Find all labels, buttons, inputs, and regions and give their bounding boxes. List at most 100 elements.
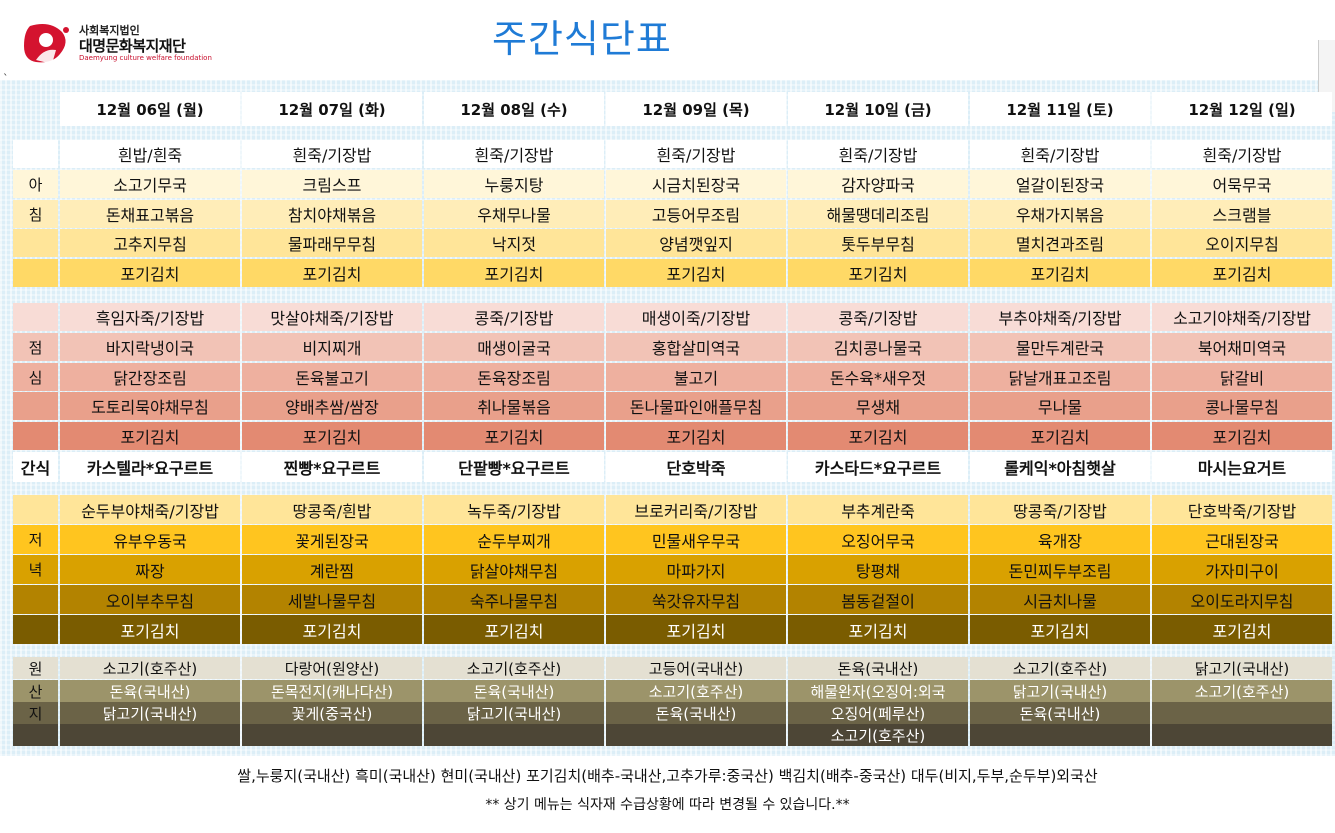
dinner-label: 녁 bbox=[13, 555, 58, 584]
dinner-menu-item: 브로커리죽/기장밥 bbox=[606, 495, 786, 524]
dinner-menu-item: 포기김치 bbox=[788, 615, 968, 644]
dinner-label bbox=[13, 585, 58, 614]
lunch-menu-item: 포기김치 bbox=[60, 422, 240, 450]
breakfast-menu-item: 낙지젓 bbox=[424, 229, 604, 257]
org-english-name: Daemyung culture welfare foundation bbox=[79, 54, 212, 62]
day-header: 12월 09일 (목) bbox=[606, 92, 786, 126]
lunch-label bbox=[13, 422, 58, 450]
dinner-menu-item: 땅콩죽/기장밥 bbox=[970, 495, 1150, 524]
origin-menu-item bbox=[970, 724, 1150, 746]
snack-menu-item: 찐빵*요구르트 bbox=[242, 452, 422, 482]
breakfast-menu-item: 소고기무국 bbox=[60, 170, 240, 198]
day-header: 12월 08일 (수) bbox=[424, 92, 604, 126]
breakfast-menu-item: 고추지무침 bbox=[60, 229, 240, 257]
lunch-menu-item: 북어채미역국 bbox=[1152, 333, 1332, 361]
breakfast-menu-item: 감자양파국 bbox=[788, 170, 968, 198]
dinner-menu-item: 포기김치 bbox=[970, 615, 1150, 644]
dinner-menu-item: 오이도라지무침 bbox=[1152, 585, 1332, 614]
dinner-menu-item: 순두부야채죽/기장밥 bbox=[60, 495, 240, 524]
dinner-menu-item: 짜장 bbox=[60, 555, 240, 584]
breakfast-menu-item: 흰죽/기장밥 bbox=[1152, 140, 1332, 168]
dinner-menu-item: 부추계란죽 bbox=[788, 495, 968, 524]
breakfast-menu-item: 어묵무국 bbox=[1152, 170, 1332, 198]
stray-mark: ` bbox=[3, 72, 9, 85]
dinner-menu-item: 근대된장국 bbox=[1152, 525, 1332, 554]
origin-menu-item: 돈육(국내산) bbox=[788, 657, 968, 679]
snack-menu-item: 마시는요거트 bbox=[1152, 452, 1332, 482]
dinner-menu-item: 오징어무국 bbox=[788, 525, 968, 554]
lunch-menu-item: 물만두계란국 bbox=[970, 333, 1150, 361]
lunch-menu-item: 매생이굴국 bbox=[424, 333, 604, 361]
origin-menu-item: 돈육(국내산) bbox=[424, 680, 604, 702]
breakfast-menu-item: 포기김치 bbox=[60, 259, 240, 287]
lunch-menu-item: 무나물 bbox=[970, 392, 1150, 420]
snack-menu-item: 단팥빵*요구르트 bbox=[424, 452, 604, 482]
lunch-menu-item: 매생이죽/기장밥 bbox=[606, 303, 786, 331]
lunch-menu-item: 콩죽/기장밥 bbox=[788, 303, 968, 331]
lunch-menu-item: 도토리묵야채무침 bbox=[60, 392, 240, 420]
dinner-menu-item: 돈민찌두부조림 bbox=[970, 555, 1150, 584]
lunch-label bbox=[13, 392, 58, 420]
breakfast-menu-item: 해물땡데리조림 bbox=[788, 200, 968, 228]
origin-menu-item: 소고기(호주산) bbox=[788, 724, 968, 746]
dinner-label: 저 bbox=[13, 525, 58, 554]
origin-menu-item bbox=[60, 724, 240, 746]
dinner-menu-item: 민물새우무국 bbox=[606, 525, 786, 554]
lunch-menu-item: 홍합살미역국 bbox=[606, 333, 786, 361]
dinner-menu-item: 포기김치 bbox=[424, 615, 604, 644]
origin-menu-item bbox=[242, 724, 422, 746]
dinner-menu-item: 마파가지 bbox=[606, 555, 786, 584]
lunch-menu-item: 취나물볶음 bbox=[424, 392, 604, 420]
dinner-menu-item: 가자미구이 bbox=[1152, 555, 1332, 584]
origin-menu-item: 꽃게(중국산) bbox=[242, 702, 422, 724]
lunch-menu-item: 양배추쌈/쌈장 bbox=[242, 392, 422, 420]
lunch-menu-item: 닭간장조림 bbox=[60, 363, 240, 391]
snack-menu-item: 단호박죽 bbox=[606, 452, 786, 482]
origin-menu-item bbox=[606, 724, 786, 746]
breakfast-menu-item: 흰죽/기장밥 bbox=[788, 140, 968, 168]
day-header: 12월 12일 (일) bbox=[1152, 92, 1332, 126]
dinner-menu-item: 오이부추무침 bbox=[60, 585, 240, 614]
dinner-menu-item: 포기김치 bbox=[242, 615, 422, 644]
dinner-menu-item: 계란찜 bbox=[242, 555, 422, 584]
breakfast-menu-item: 흰죽/기장밥 bbox=[242, 140, 422, 168]
dinner-menu-item: 꽃게된장국 bbox=[242, 525, 422, 554]
snack-menu-item: 롤케익*아침햇살 bbox=[970, 452, 1150, 482]
dinner-menu-item: 포기김치 bbox=[1152, 615, 1332, 644]
dinner-menu-item: 숙주나물무침 bbox=[424, 585, 604, 614]
breakfast-menu-item: 시금치된장국 bbox=[606, 170, 786, 198]
breakfast-menu-item: 누룽지탕 bbox=[424, 170, 604, 198]
breakfast-menu-item: 우채가지볶음 bbox=[970, 200, 1150, 228]
dinner-menu-item: 유부우동국 bbox=[60, 525, 240, 554]
lunch-menu-item: 돈육장조림 bbox=[424, 363, 604, 391]
lunch-label: 심 bbox=[13, 363, 58, 391]
dinner-menu-item: 육개장 bbox=[970, 525, 1150, 554]
breakfast-menu-item: 흰죽/기장밥 bbox=[606, 140, 786, 168]
day-header: 12월 11일 (토) bbox=[970, 92, 1150, 126]
breakfast-menu-item: 포기김치 bbox=[424, 259, 604, 287]
lunch-menu-item: 소고기야채죽/기장밥 bbox=[1152, 303, 1332, 331]
origin-menu-item: 소고기(호주산) bbox=[424, 657, 604, 679]
breakfast-menu-item: 참치야채볶음 bbox=[242, 200, 422, 228]
dinner-menu-item: 땅콩죽/흰밥 bbox=[242, 495, 422, 524]
origin-menu-item: 오징어(페루산) bbox=[788, 702, 968, 724]
origin-menu-item: 다랑어(원양산) bbox=[242, 657, 422, 679]
origin-menu-item: 소고기(호주산) bbox=[1152, 680, 1332, 702]
origin-menu-item: 돈육(국내산) bbox=[60, 680, 240, 702]
breakfast-menu-item: 포기김치 bbox=[1152, 259, 1332, 287]
dinner-menu-item: 세발나물무침 bbox=[242, 585, 422, 614]
org-subtitle: 사회복지법인 bbox=[79, 24, 140, 37]
dinner-menu-item: 시금치나물 bbox=[970, 585, 1150, 614]
dinner-menu-item: 녹두죽/기장밥 bbox=[424, 495, 604, 524]
breakfast-menu-item: 오이지무침 bbox=[1152, 229, 1332, 257]
breakfast-menu-item: 우채무나물 bbox=[424, 200, 604, 228]
origin-menu-item: 닭고기(국내산) bbox=[424, 702, 604, 724]
lunch-menu-item: 부추야채죽/기장밥 bbox=[970, 303, 1150, 331]
origin-menu-item: 소고기(호주산) bbox=[606, 680, 786, 702]
breakfast-label: 침 bbox=[13, 200, 58, 228]
lunch-label: 점 bbox=[13, 333, 58, 361]
lunch-menu-item: 맛살야채죽/기장밥 bbox=[242, 303, 422, 331]
breakfast-menu-item: 양념깻잎지 bbox=[606, 229, 786, 257]
dinner-menu-item: 순두부찌개 bbox=[424, 525, 604, 554]
breakfast-menu-item: 포기김치 bbox=[788, 259, 968, 287]
